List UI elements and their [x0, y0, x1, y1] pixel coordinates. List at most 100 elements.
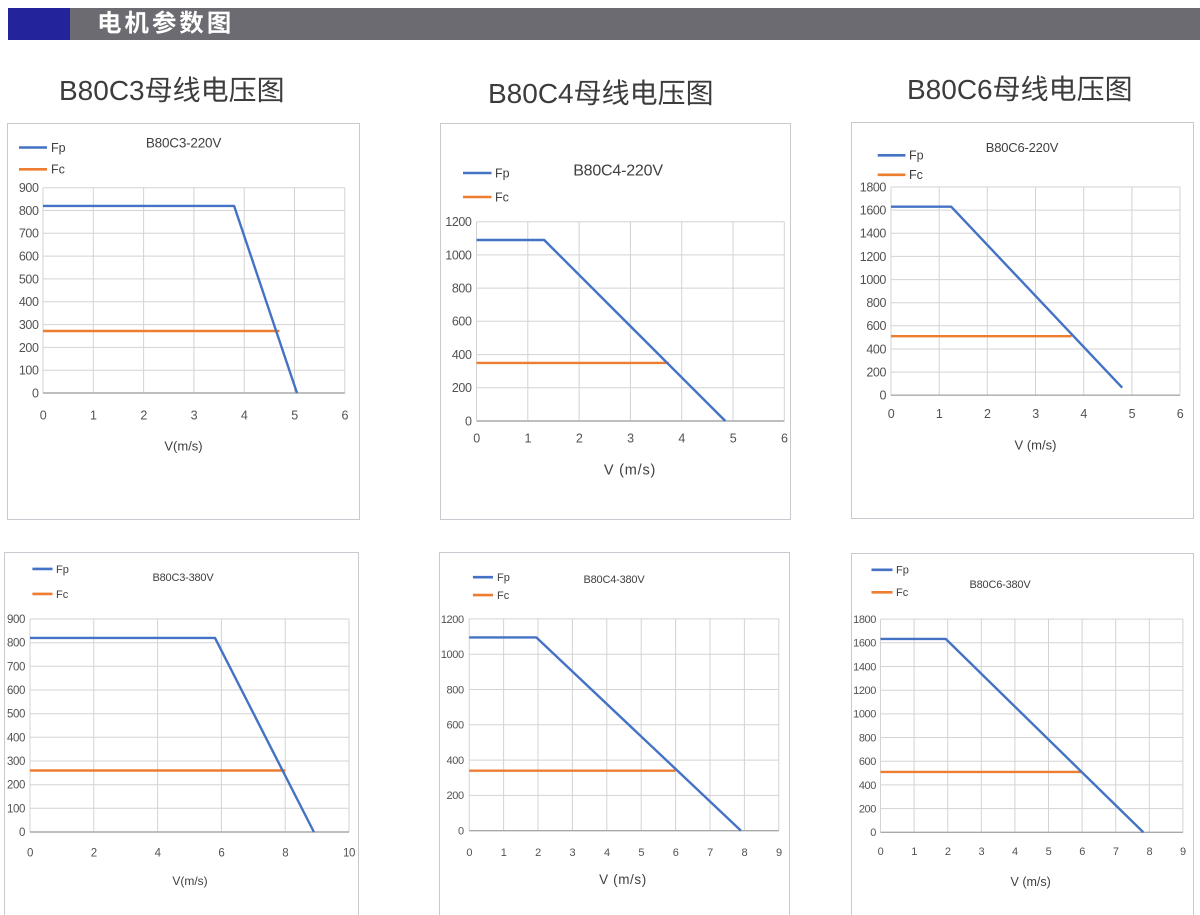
svg-text:5: 5 — [291, 408, 298, 422]
svg-text:V(m/s): V(m/s) — [164, 439, 202, 454]
svg-text:Fp: Fp — [56, 564, 69, 576]
svg-text:1200: 1200 — [853, 685, 876, 697]
svg-text:6: 6 — [1177, 406, 1184, 420]
svg-text:Fc: Fc — [896, 587, 909, 599]
svg-text:0: 0 — [458, 826, 464, 838]
svg-text:0: 0 — [870, 827, 876, 839]
svg-text:8: 8 — [282, 848, 288, 860]
svg-text:Fc: Fc — [51, 163, 65, 177]
svg-text:4: 4 — [240, 408, 247, 422]
svg-text:0: 0 — [19, 827, 25, 839]
svg-text:1: 1 — [911, 845, 917, 857]
svg-text:6: 6 — [341, 408, 348, 422]
svg-text:7: 7 — [1113, 845, 1119, 857]
svg-text:Fp: Fp — [497, 572, 510, 584]
svg-text:600: 600 — [18, 250, 38, 264]
svg-text:1000: 1000 — [445, 248, 472, 262]
svg-text:B80C3-220V: B80C3-220V — [145, 136, 220, 151]
svg-text:1800: 1800 — [860, 180, 887, 194]
svg-text:B80C3-380V: B80C3-380V — [153, 572, 215, 584]
svg-text:400: 400 — [859, 779, 876, 791]
svg-text:100: 100 — [18, 364, 38, 378]
svg-text:600: 600 — [7, 685, 25, 697]
svg-text:1800: 1800 — [853, 613, 876, 625]
svg-text:V (m/s): V (m/s) — [1015, 437, 1057, 452]
svg-text:Fc: Fc — [56, 589, 69, 601]
svg-text:200: 200 — [7, 780, 25, 792]
svg-text:1000: 1000 — [441, 649, 464, 661]
svg-text:Fc: Fc — [497, 590, 510, 602]
svg-text:200: 200 — [866, 365, 886, 379]
svg-text:4: 4 — [1012, 845, 1018, 857]
svg-text:1: 1 — [90, 408, 97, 422]
svg-text:5: 5 — [1129, 406, 1136, 420]
svg-text:4: 4 — [604, 847, 610, 859]
svg-text:B80C6-220V: B80C6-220V — [986, 140, 1059, 155]
svg-text:Fc: Fc — [909, 168, 923, 182]
svg-text:700: 700 — [7, 661, 25, 673]
svg-text:9: 9 — [1180, 845, 1186, 857]
svg-text:B80C3: B80C3 — [59, 75, 145, 106]
svg-text:3: 3 — [627, 431, 634, 445]
svg-text:1400: 1400 — [860, 226, 887, 240]
svg-text:0: 0 — [879, 388, 886, 402]
svg-text:800: 800 — [18, 204, 38, 218]
svg-text:300: 300 — [18, 318, 38, 332]
svg-text:3: 3 — [978, 845, 984, 857]
svg-text:1200: 1200 — [445, 215, 472, 229]
svg-text:5: 5 — [729, 431, 736, 445]
svg-text:1600: 1600 — [860, 203, 887, 217]
svg-text:3: 3 — [190, 408, 197, 422]
svg-text:800: 800 — [447, 684, 464, 696]
svg-text:B80C4-380V: B80C4-380V — [584, 574, 646, 586]
svg-text:1400: 1400 — [853, 661, 876, 673]
svg-text:2: 2 — [945, 845, 951, 857]
svg-text:600: 600 — [451, 315, 471, 329]
svg-text:Fp: Fp — [51, 141, 66, 155]
svg-text:B80C4: B80C4 — [488, 78, 574, 109]
svg-text:7: 7 — [707, 847, 713, 859]
svg-text:200: 200 — [447, 790, 464, 802]
svg-text:0: 0 — [878, 845, 884, 857]
svg-text:800: 800 — [859, 732, 876, 744]
svg-text:200: 200 — [18, 341, 38, 355]
svg-text:600: 600 — [859, 756, 876, 768]
svg-text:8: 8 — [1146, 845, 1152, 857]
svg-text:V (m/s): V (m/s) — [603, 463, 655, 479]
svg-text:5: 5 — [1046, 845, 1052, 857]
svg-text:1000: 1000 — [860, 272, 887, 286]
svg-text:1: 1 — [936, 406, 943, 420]
svg-text:900: 900 — [18, 181, 38, 195]
svg-text:8: 8 — [742, 847, 748, 859]
svg-text:700: 700 — [18, 227, 38, 241]
svg-text:B80C6-380V: B80C6-380V — [970, 578, 1032, 590]
svg-text:3: 3 — [1032, 406, 1039, 420]
svg-text:600: 600 — [866, 319, 886, 333]
svg-text:6: 6 — [1079, 845, 1085, 857]
svg-text:200: 200 — [859, 803, 876, 815]
svg-text:1000: 1000 — [853, 708, 876, 720]
svg-text:4: 4 — [155, 848, 162, 860]
svg-text:0: 0 — [464, 414, 471, 428]
svg-text:Fp: Fp — [909, 148, 924, 162]
svg-text:600: 600 — [447, 720, 464, 732]
svg-text:1600: 1600 — [853, 637, 876, 649]
svg-text:0: 0 — [888, 406, 895, 420]
svg-text:1: 1 — [524, 431, 531, 445]
svg-text:V(m/s): V(m/s) — [172, 874, 207, 888]
svg-text:V (m/s): V (m/s) — [599, 872, 647, 887]
svg-text:Fc: Fc — [495, 190, 509, 204]
svg-text:200: 200 — [451, 381, 471, 395]
svg-text:4: 4 — [1080, 406, 1087, 420]
svg-text:1: 1 — [501, 847, 507, 859]
svg-text:6: 6 — [673, 847, 679, 859]
svg-text:800: 800 — [866, 296, 886, 310]
svg-text:5: 5 — [639, 847, 645, 859]
svg-text:1200: 1200 — [860, 249, 887, 263]
svg-text:0: 0 — [39, 408, 46, 422]
svg-text:6: 6 — [781, 431, 788, 445]
svg-text:800: 800 — [7, 638, 25, 650]
svg-text:0: 0 — [31, 386, 38, 400]
svg-text:2: 2 — [575, 431, 582, 445]
svg-text:400: 400 — [18, 295, 38, 309]
